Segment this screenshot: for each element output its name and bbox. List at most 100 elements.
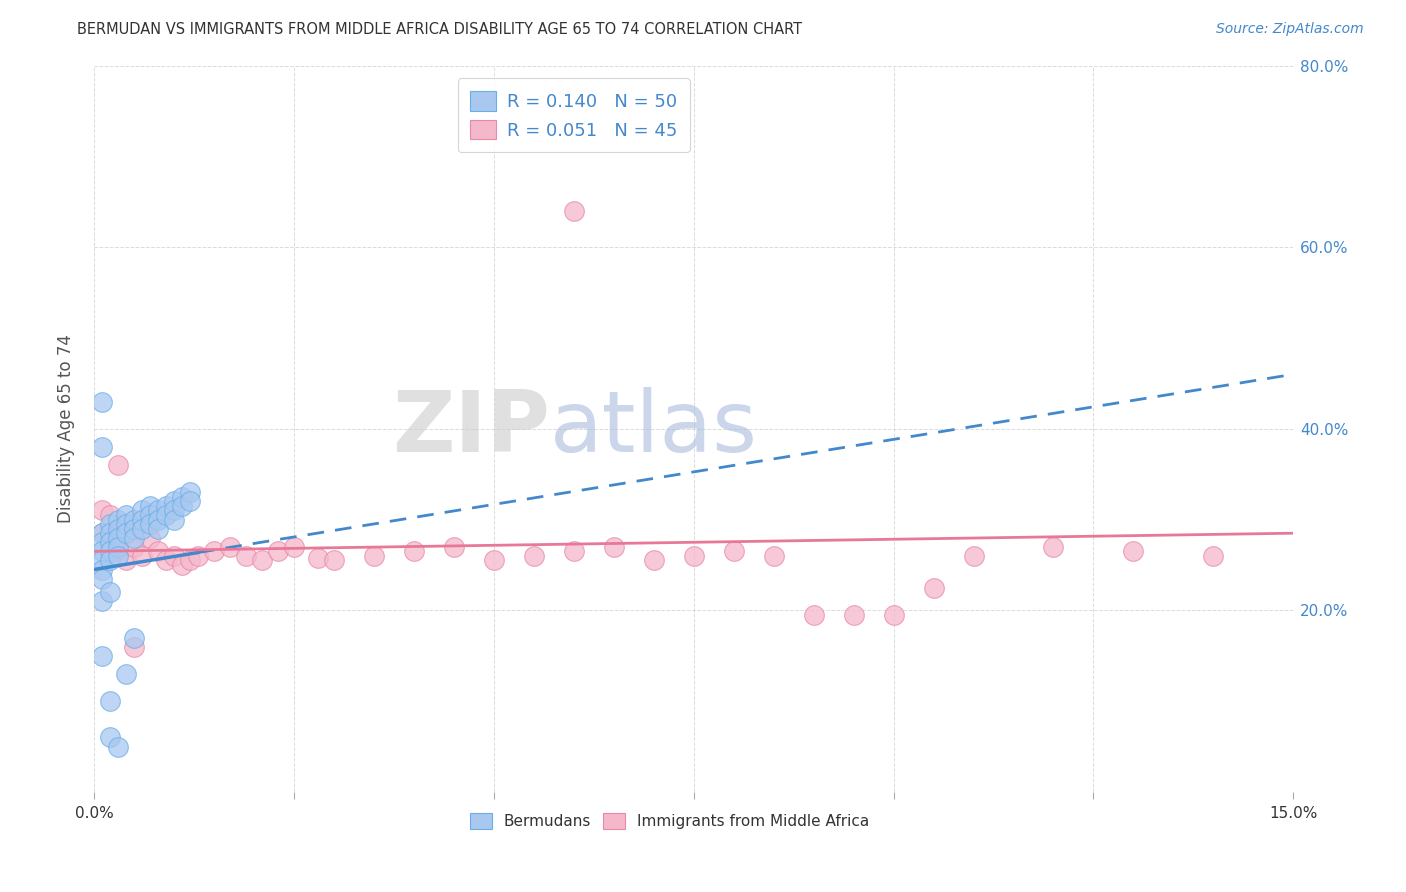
Point [163, 512, 186, 526]
Point [179, 553, 201, 567]
Legend: Bermudans, Immigrants from Middle Africa: Bermudans, Immigrants from Middle Africa [464, 807, 876, 835]
Point [682, 549, 704, 563]
Point [163, 549, 186, 563]
Point [562, 544, 585, 558]
Point [482, 553, 505, 567]
Point [155, 553, 177, 567]
Point [90, 572, 112, 586]
Point [107, 522, 129, 536]
Point [131, 549, 153, 563]
Point [443, 540, 465, 554]
Point [1122, 544, 1144, 558]
Point [762, 549, 785, 563]
Point [122, 540, 145, 554]
Point [107, 544, 129, 558]
Point [98, 508, 121, 522]
Point [146, 512, 169, 526]
Point [115, 526, 138, 541]
Point [1042, 540, 1064, 554]
Point [122, 522, 145, 536]
Point [842, 607, 865, 622]
Point [307, 550, 329, 565]
Point [98, 694, 121, 708]
Point [139, 531, 162, 545]
Y-axis label: Disability Age 65 to 74: Disability Age 65 to 74 [58, 334, 75, 524]
Point [122, 531, 145, 545]
Point [90, 648, 112, 663]
Point [139, 499, 162, 513]
Point [107, 540, 129, 554]
Point [107, 512, 129, 526]
Point [1202, 549, 1225, 563]
Point [98, 544, 121, 558]
Point [267, 544, 290, 558]
Text: BERMUDAN VS IMMIGRANTS FROM MIDDLE AFRICA DISABILITY AGE 65 TO 74 CORRELATION CH: BERMUDAN VS IMMIGRANTS FROM MIDDLE AFRIC… [77, 22, 803, 37]
Point [363, 549, 385, 563]
Point [402, 544, 425, 558]
Point [90, 526, 112, 541]
Point [90, 553, 112, 567]
Point [170, 558, 193, 572]
Point [115, 553, 138, 567]
Point [107, 739, 129, 754]
Point [723, 544, 745, 558]
Point [146, 544, 169, 558]
Text: ZIP: ZIP [392, 387, 550, 470]
Point [90, 440, 112, 454]
Point [131, 503, 153, 517]
Point [523, 549, 546, 563]
Point [115, 667, 138, 681]
Point [139, 517, 162, 532]
Point [98, 553, 121, 567]
Point [235, 549, 257, 563]
Text: Source: ZipAtlas.com: Source: ZipAtlas.com [1216, 22, 1364, 37]
Point [122, 640, 145, 654]
Point [187, 549, 209, 563]
Point [643, 553, 665, 567]
Point [803, 607, 825, 622]
Point [250, 553, 273, 567]
Point [107, 458, 129, 472]
Point [163, 494, 186, 508]
Point [90, 594, 112, 608]
Point [602, 540, 624, 554]
Point [90, 535, 112, 549]
Text: atlas: atlas [550, 387, 758, 470]
Point [218, 540, 240, 554]
Point [115, 508, 138, 522]
Point [962, 549, 984, 563]
Point [90, 526, 112, 541]
Point [107, 549, 129, 563]
Point [283, 540, 305, 554]
Point [146, 503, 169, 517]
Point [562, 203, 585, 218]
Point [122, 631, 145, 645]
Point [163, 503, 186, 517]
Point [146, 522, 169, 536]
Point [883, 607, 905, 622]
Point [155, 508, 177, 522]
Point [170, 490, 193, 504]
Point [179, 494, 201, 508]
Point [98, 731, 121, 745]
Point [131, 522, 153, 536]
Point [90, 503, 112, 517]
Point [922, 581, 945, 595]
Point [131, 512, 153, 526]
Point [90, 544, 112, 558]
Point [202, 544, 225, 558]
Point [98, 535, 121, 549]
Point [90, 394, 112, 409]
Point [122, 512, 145, 526]
Point [98, 517, 121, 532]
Point [107, 531, 129, 545]
Point [90, 562, 112, 576]
Point [322, 553, 344, 567]
Point [139, 508, 162, 522]
Point [98, 526, 121, 541]
Point [170, 499, 193, 513]
Point [98, 585, 121, 599]
Point [98, 535, 121, 549]
Point [155, 499, 177, 513]
Point [115, 517, 138, 532]
